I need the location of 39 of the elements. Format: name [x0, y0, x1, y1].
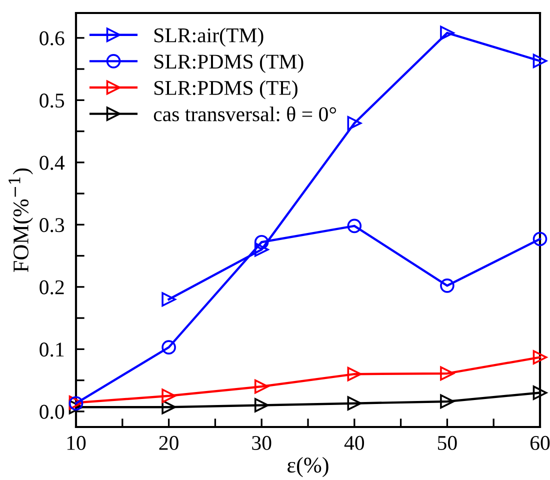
point: [162, 400, 176, 414]
point: [532, 386, 548, 400]
point: [347, 218, 362, 234]
x-tick-label: 20: [159, 436, 178, 450]
point: [254, 242, 269, 257]
x-tick-label: 40: [344, 436, 364, 450]
legend-label: cas transversal: θ = 0°: [154, 106, 336, 122]
legend-label: SLR:PDMS (TE): [154, 80, 298, 100]
y-tick-label: 0.0: [40, 404, 64, 419]
point: [254, 398, 269, 412]
point: [347, 366, 362, 382]
point: [254, 379, 269, 394]
point: [532, 232, 548, 246]
point: [440, 278, 454, 293]
point: [162, 388, 176, 404]
point: [347, 396, 362, 410]
y-tick-label: 0.6: [40, 31, 64, 46]
y-tick-label: 0.4: [40, 156, 65, 170]
point: [162, 340, 176, 354]
legend-label: SLR:PDMS (TM): [154, 54, 304, 73]
point: [532, 350, 548, 364]
y-tick-label: 0.2: [40, 280, 64, 294]
point: [440, 366, 454, 381]
x-tick-label: 60: [530, 436, 550, 450]
point: [162, 292, 176, 307]
y-tick-label: 0.1: [40, 342, 64, 357]
y-axis-title: FOM(%$^{−1}$): [8, 168, 33, 272]
point: [254, 234, 269, 250]
y-tick-label: 0.3: [40, 218, 64, 232]
point: [440, 394, 454, 409]
point: [347, 116, 362, 130]
x-tick-label: 30: [252, 436, 272, 450]
x-axis-title: ε(%): [288, 457, 328, 478]
point: [532, 54, 548, 68]
x-tick-label: 50: [438, 436, 457, 450]
point: [440, 26, 454, 40]
y-tick-label: 0.5: [40, 94, 64, 108]
legend-label: SLR:air(TM): [154, 28, 264, 47]
x-tick-label: 10: [67, 436, 86, 450]
